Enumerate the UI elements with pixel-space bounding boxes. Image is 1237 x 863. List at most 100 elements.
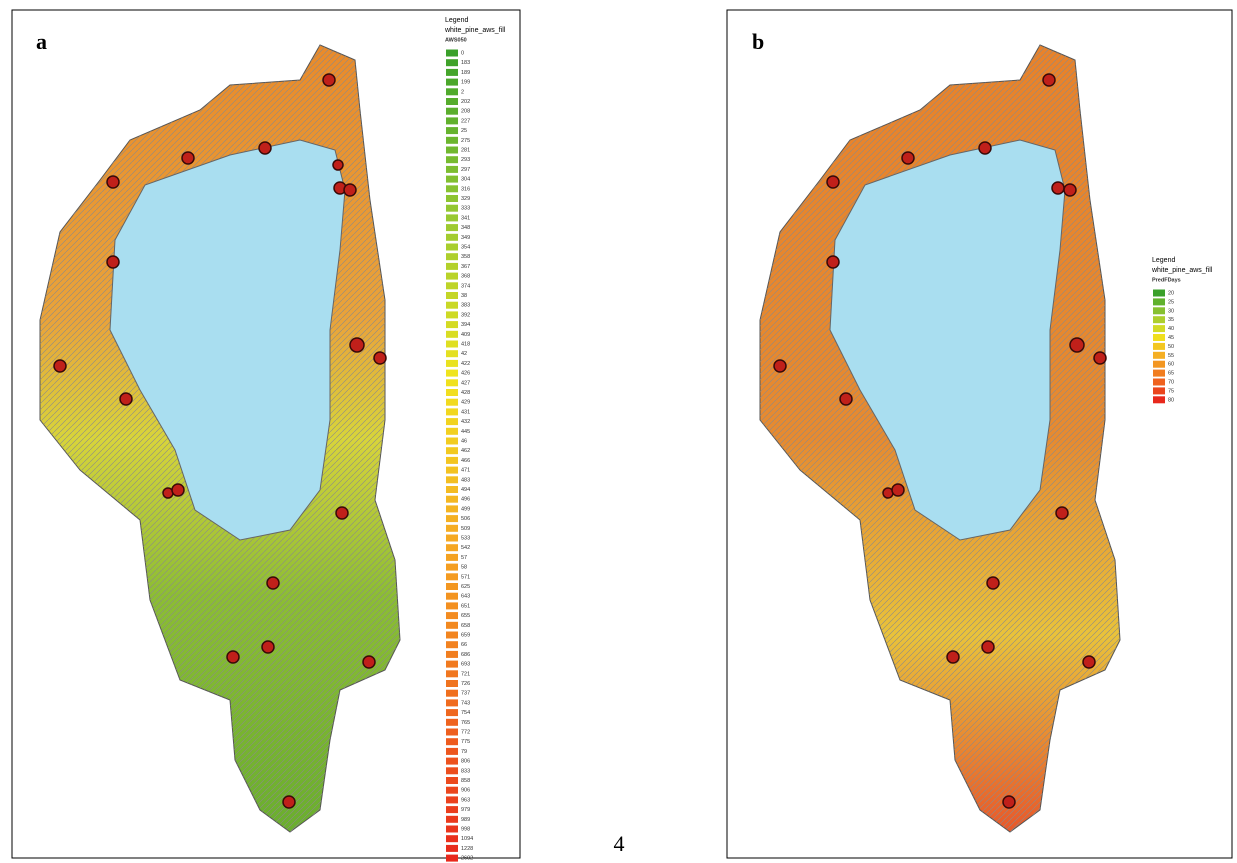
figure: a b 4 Legendwhite_pine_aws_fillAWS050018… (0, 0, 1237, 863)
legend-label: 775 (461, 739, 470, 745)
legend-label: 1094 (461, 836, 473, 842)
legend-swatch (446, 166, 458, 173)
legend-label: 2 (461, 89, 464, 95)
legend-label: 625 (461, 584, 470, 590)
legend-label: 989 (461, 817, 470, 823)
legend-swatch (1153, 316, 1165, 323)
legend-swatch (1153, 334, 1165, 341)
legend-label: 906 (461, 788, 470, 794)
legend-label: 659 (461, 632, 470, 638)
legend-swatch (446, 767, 458, 774)
panel-label: b (752, 29, 764, 54)
legend-swatch (446, 583, 458, 590)
legend-label: 368 (461, 274, 470, 280)
legend-label: 65 (1168, 371, 1174, 377)
legend-swatch (446, 777, 458, 784)
legend-label: 0 (461, 50, 464, 56)
legend-swatch (446, 554, 458, 561)
legend-label: 422 (461, 361, 470, 367)
legend-label: 643 (461, 594, 470, 600)
legend-label: 275 (461, 138, 470, 144)
legend-swatch (446, 670, 458, 677)
legend-label: 20 (1168, 290, 1174, 296)
legend-swatch (446, 282, 458, 289)
legend-label: 75 (1168, 388, 1174, 394)
legend-swatch (446, 505, 458, 512)
legend-label: 60 (1168, 362, 1174, 368)
legend-label: 462 (461, 448, 470, 454)
legend-label: 394 (461, 322, 470, 328)
legend-label: 55 (1168, 353, 1174, 359)
legend-label: 383 (461, 303, 470, 309)
legend-swatch (446, 835, 458, 842)
legend-swatch (446, 573, 458, 580)
legend-label: 426 (461, 371, 470, 377)
legend-swatch (446, 331, 458, 338)
legend-swatch (446, 214, 458, 221)
legend-swatch (1153, 352, 1165, 359)
legend-label: 499 (461, 506, 470, 512)
legend-label: 765 (461, 720, 470, 726)
legend-label: 57 (461, 555, 467, 561)
legend-label: 25 (461, 128, 467, 134)
legend-label: 25 (1168, 299, 1174, 305)
legend-swatch (1153, 396, 1165, 403)
legend-label: 542 (461, 545, 470, 551)
legend-swatch (446, 816, 458, 823)
legend-label: 227 (461, 118, 470, 124)
legend-label: 35 (1168, 317, 1174, 323)
legend-swatch (1153, 361, 1165, 368)
legend-label: 445 (461, 429, 470, 435)
legend-swatch (446, 389, 458, 396)
legend-swatch (446, 79, 458, 86)
legend-swatch (446, 699, 458, 706)
legend-swatch (446, 263, 458, 270)
legend-swatch (446, 127, 458, 134)
legend-label: 506 (461, 516, 470, 522)
legend-label: 349 (461, 235, 470, 241)
page-number: 4 (614, 831, 625, 856)
legend-label: 348 (461, 225, 470, 231)
map-b (760, 45, 1120, 832)
legend-swatch (446, 796, 458, 803)
legend-label: 429 (461, 400, 470, 406)
legend-layer: white_pine_aws_fill (444, 27, 506, 34)
legend-label: 963 (461, 797, 470, 803)
legend-label: 418 (461, 341, 470, 347)
legend-label: 199 (461, 80, 470, 86)
legend-label: 409 (461, 332, 470, 338)
legend-swatch (1153, 298, 1165, 305)
legend-label: 341 (461, 215, 470, 221)
legend-swatch (446, 661, 458, 668)
legend-label: 483 (461, 477, 470, 483)
legend-swatch (446, 370, 458, 377)
legend-swatch (446, 418, 458, 425)
legend-swatch (446, 622, 458, 629)
legend-swatch (446, 748, 458, 755)
legend-field: PredFDays (1152, 277, 1181, 283)
legend-label: 571 (461, 574, 470, 580)
legend-label: 428 (461, 390, 470, 396)
legend-swatch (446, 806, 458, 813)
legend-swatch (446, 244, 458, 251)
legend-swatch (446, 253, 458, 260)
legend-swatch (446, 137, 458, 144)
legend-swatch (446, 156, 458, 163)
legend-label: 833 (461, 768, 470, 774)
legend-swatch (446, 612, 458, 619)
legend-swatch (446, 292, 458, 299)
legend-swatch (446, 651, 458, 658)
legend-layer: white_pine_aws_fill (1151, 267, 1213, 274)
legend-label: 329 (461, 196, 470, 202)
legend-label: 281 (461, 147, 470, 153)
legend-swatch (446, 457, 458, 464)
legend-swatch (446, 729, 458, 736)
legend-label: 50 (1168, 344, 1174, 350)
legend-swatch (446, 117, 458, 124)
legend-swatch (446, 738, 458, 745)
legend-label: 726 (461, 681, 470, 687)
legend-swatch (446, 476, 458, 483)
legend-swatch (446, 108, 458, 115)
legend-swatch (446, 486, 458, 493)
legend-swatch (446, 593, 458, 600)
